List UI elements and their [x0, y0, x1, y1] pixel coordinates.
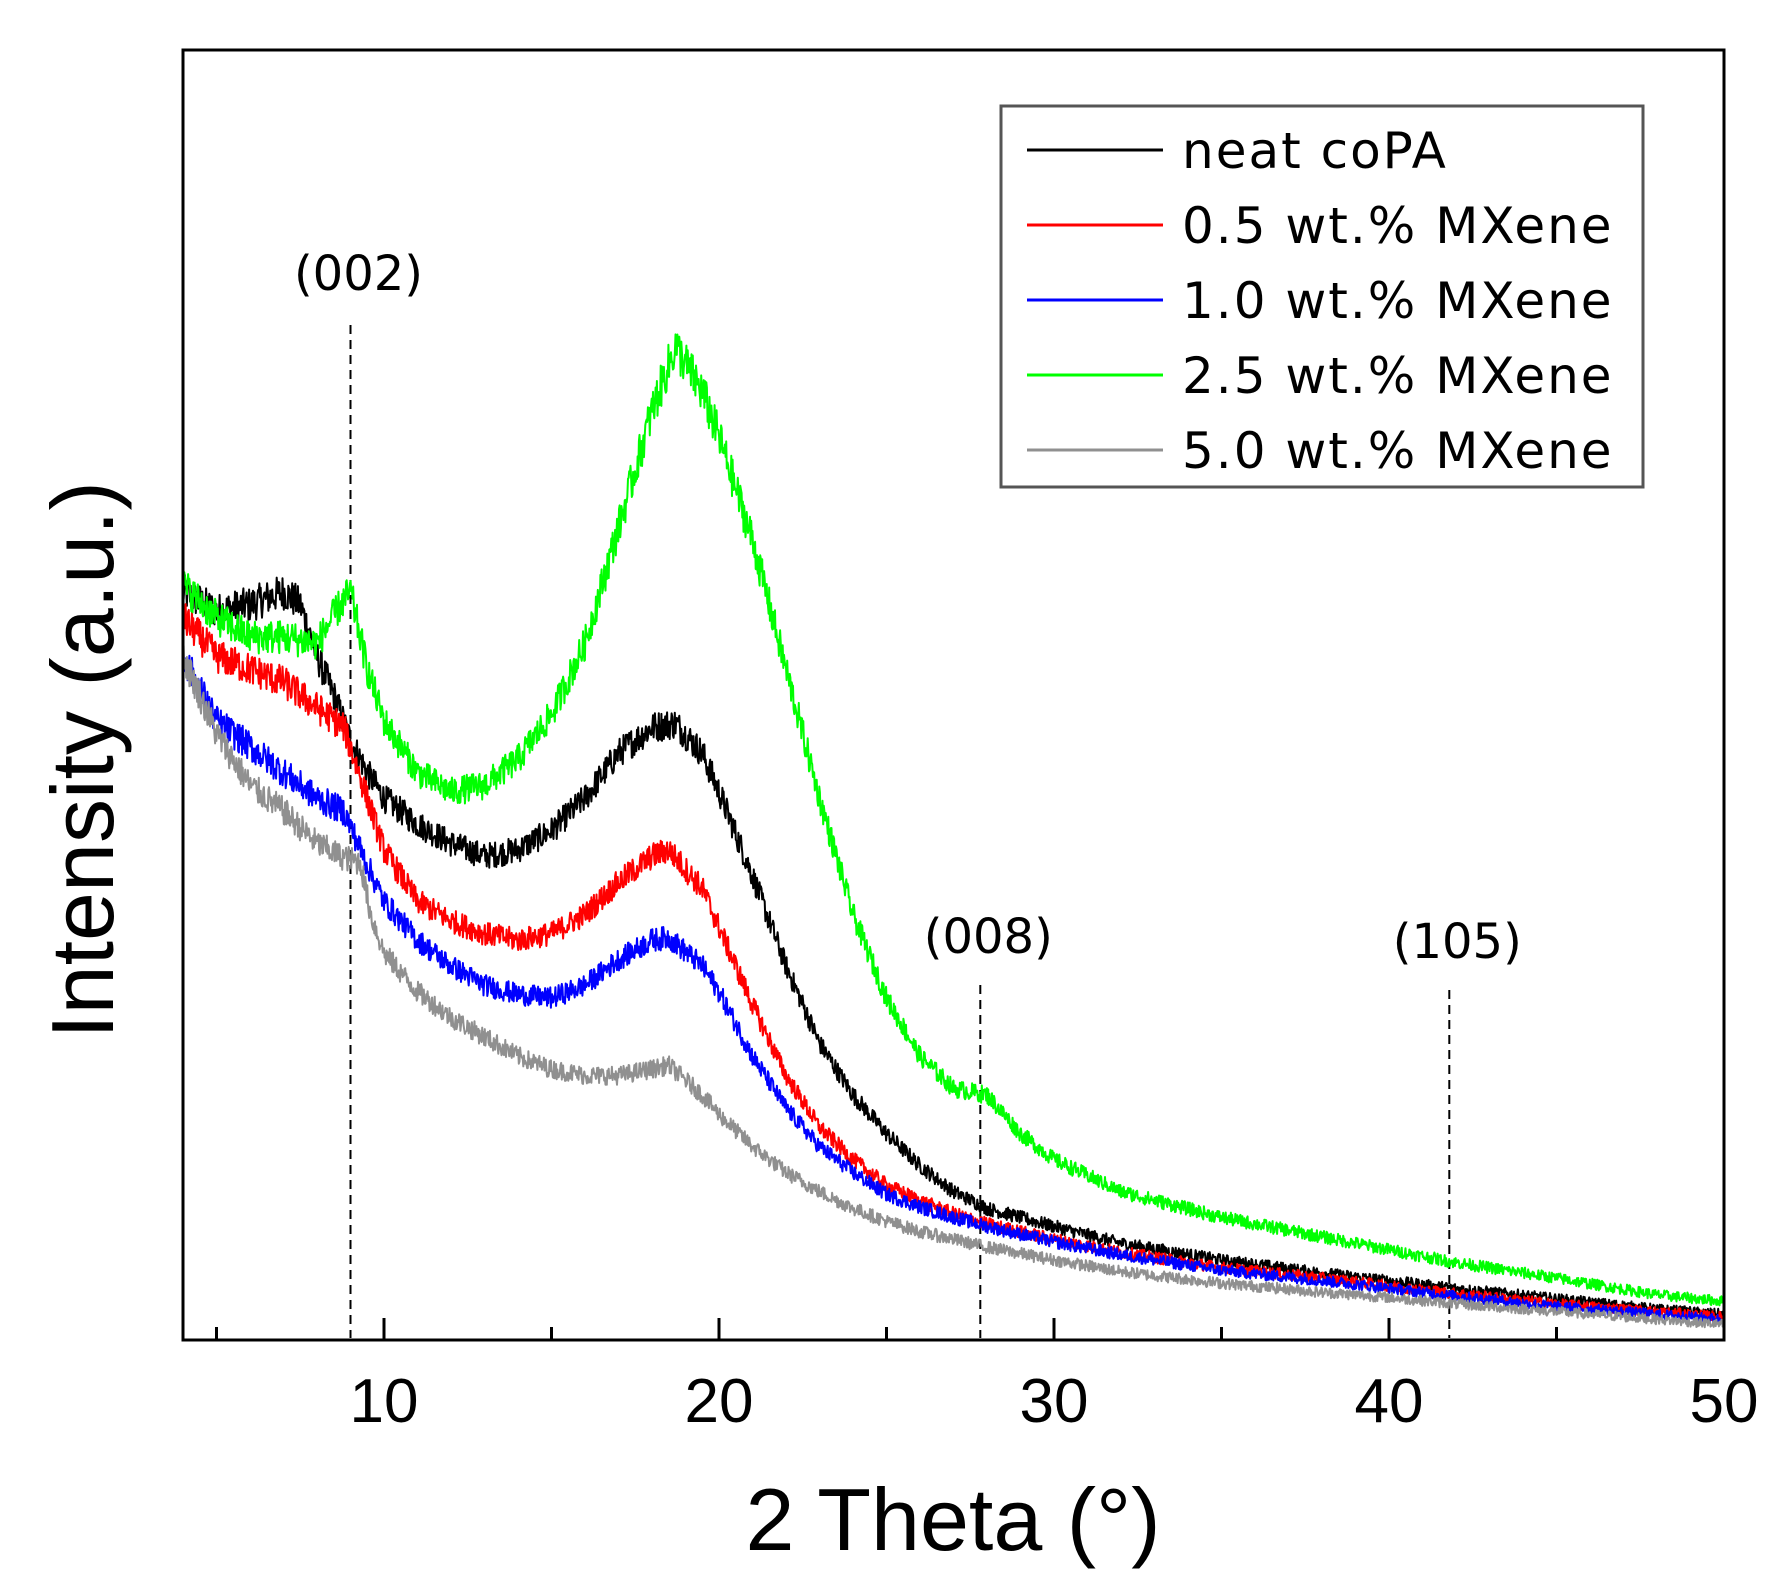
legend-label-4: 5.0 wt.% MXene — [1182, 422, 1614, 480]
x-axis-title: 2 Theta (°) — [745, 1470, 1160, 1569]
x-tick-label-50: 50 — [1690, 1367, 1759, 1436]
peak-marker-lines — [349, 325, 1451, 1338]
x-tick-label-30: 30 — [1020, 1367, 1089, 1436]
peak-label-0: (002) — [294, 246, 423, 302]
x-tick-label-40: 40 — [1355, 1367, 1424, 1436]
series-line-2 — [182, 648, 1725, 1325]
y-axis-title: Intensity (a.u.) — [33, 481, 132, 1039]
legend-label-2: 1.0 wt.% MXene — [1182, 272, 1614, 330]
legend-box — [999, 104, 1645, 489]
legend: neat coPA 0.5 wt.% MXene 1.0 wt.% MXene 2.5… — [999, 104, 1645, 489]
legend-label-3: 2.5 wt.% MXene — [1182, 347, 1614, 405]
legend-label-0: neat coPA — [1182, 122, 1448, 180]
series-line-3 — [182, 333, 1725, 1307]
plot-frame — [181, 48, 1726, 1342]
series-line-0 — [182, 574, 1725, 1320]
peak-labels: (002) (008) (105) — [294, 246, 1522, 970]
x-tick-label-10: 10 — [350, 1367, 419, 1436]
peak-label-1: (008) — [924, 909, 1053, 965]
series-line-4 — [182, 644, 1725, 1329]
legend-label-1: 0.5 wt.% MXene — [1182, 197, 1614, 255]
x-tick-label-20: 20 — [685, 1367, 754, 1436]
series-lines — [182, 333, 1725, 1329]
x-axis-ticks: 10 20 30 40 50 — [215, 1318, 1759, 1436]
peak-label-2: (105) — [1393, 914, 1522, 970]
